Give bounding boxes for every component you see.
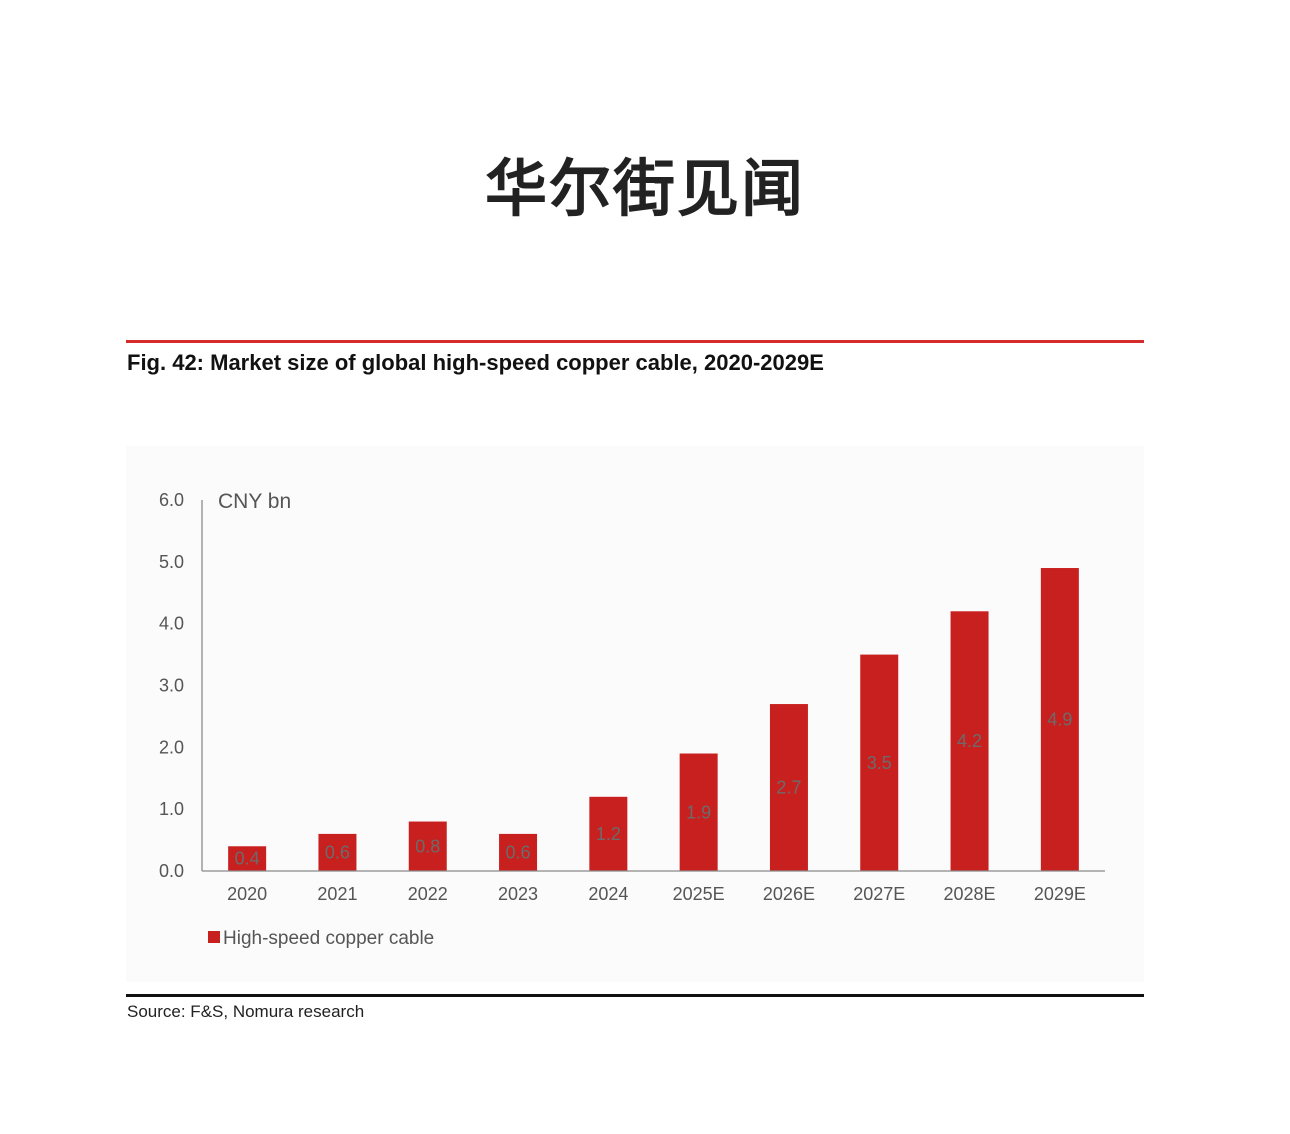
x-tick-label: 2024 [588, 884, 628, 904]
y-unit-label: CNY bn [218, 490, 291, 513]
bar-data-label: 0.4 [235, 849, 260, 869]
bar [228, 846, 267, 871]
y-tick-label: 0.0 [159, 861, 184, 881]
bar-data-label: 1.9 [686, 802, 711, 822]
x-tick-label: 2022 [408, 884, 448, 904]
bar [318, 833, 357, 871]
bar [1040, 568, 1079, 871]
bar [769, 704, 808, 871]
legend: High-speed copper cable [208, 928, 434, 949]
bar-data-label: 0.6 [325, 842, 350, 862]
bar [499, 833, 538, 871]
figure-source: Source: F&S, Nomura research [127, 1002, 365, 1021]
bar-data-label: 1.2 [596, 824, 621, 844]
y-tick-label: 3.0 [159, 676, 184, 696]
bar-data-label: 0.6 [506, 842, 531, 862]
x-tick-label: 2029E [1034, 884, 1086, 904]
bar-data-label: 4.2 [957, 731, 982, 751]
bar [950, 611, 989, 871]
bar [860, 654, 899, 871]
figure-title: Fig. 42: Market size of global high-spee… [127, 350, 824, 375]
figure-top-rule [126, 340, 1144, 343]
x-tick-label: 2028E [944, 884, 996, 904]
bar-chart: 0.0 1.0 2.0 3.0 4.0 5.0 6.0 CNY bn 0.4 0.6 0.8 0.6… [159, 490, 1105, 949]
bar [589, 796, 628, 871]
x-tick-label: 2023 [498, 884, 538, 904]
y-tick-label: 1.0 [159, 799, 184, 819]
brand-logo-text: 华尔街见闻 [484, 152, 805, 225]
bars: 0.4 0.6 0.8 0.6 1.2 1.9 2.7 3.5 4.2 4.9 [228, 568, 1079, 871]
y-tick-label: 6.0 [159, 490, 184, 510]
bar [408, 821, 447, 871]
legend-swatch [208, 931, 220, 943]
bar-data-label: 2.7 [776, 778, 801, 798]
x-tick-label: 2020 [227, 884, 267, 904]
x-tick-label: 2027E [853, 884, 905, 904]
bar-data-label: 3.5 [867, 753, 892, 773]
legend-label: High-speed copper cable [223, 928, 434, 949]
y-tick-label: 5.0 [159, 552, 184, 572]
bar [679, 753, 718, 871]
y-tick-label: 4.0 [159, 614, 184, 634]
x-tick-label: 2025E [673, 884, 725, 904]
x-tick-label: 2026E [763, 884, 815, 904]
x-axis: 2020 2021 2022 2023 2024 2025E 2026E 2027E 2028E… [202, 870, 1105, 904]
y-axis: 0.0 1.0 2.0 3.0 4.0 5.0 6.0 CNY bn [159, 490, 291, 881]
bar-data-label: 0.8 [415, 836, 440, 856]
x-tick-label: 2021 [317, 884, 357, 904]
bar-data-label: 4.9 [1047, 710, 1072, 730]
y-tick-label: 2.0 [159, 737, 184, 757]
figure-bottom-rule [126, 994, 1144, 997]
